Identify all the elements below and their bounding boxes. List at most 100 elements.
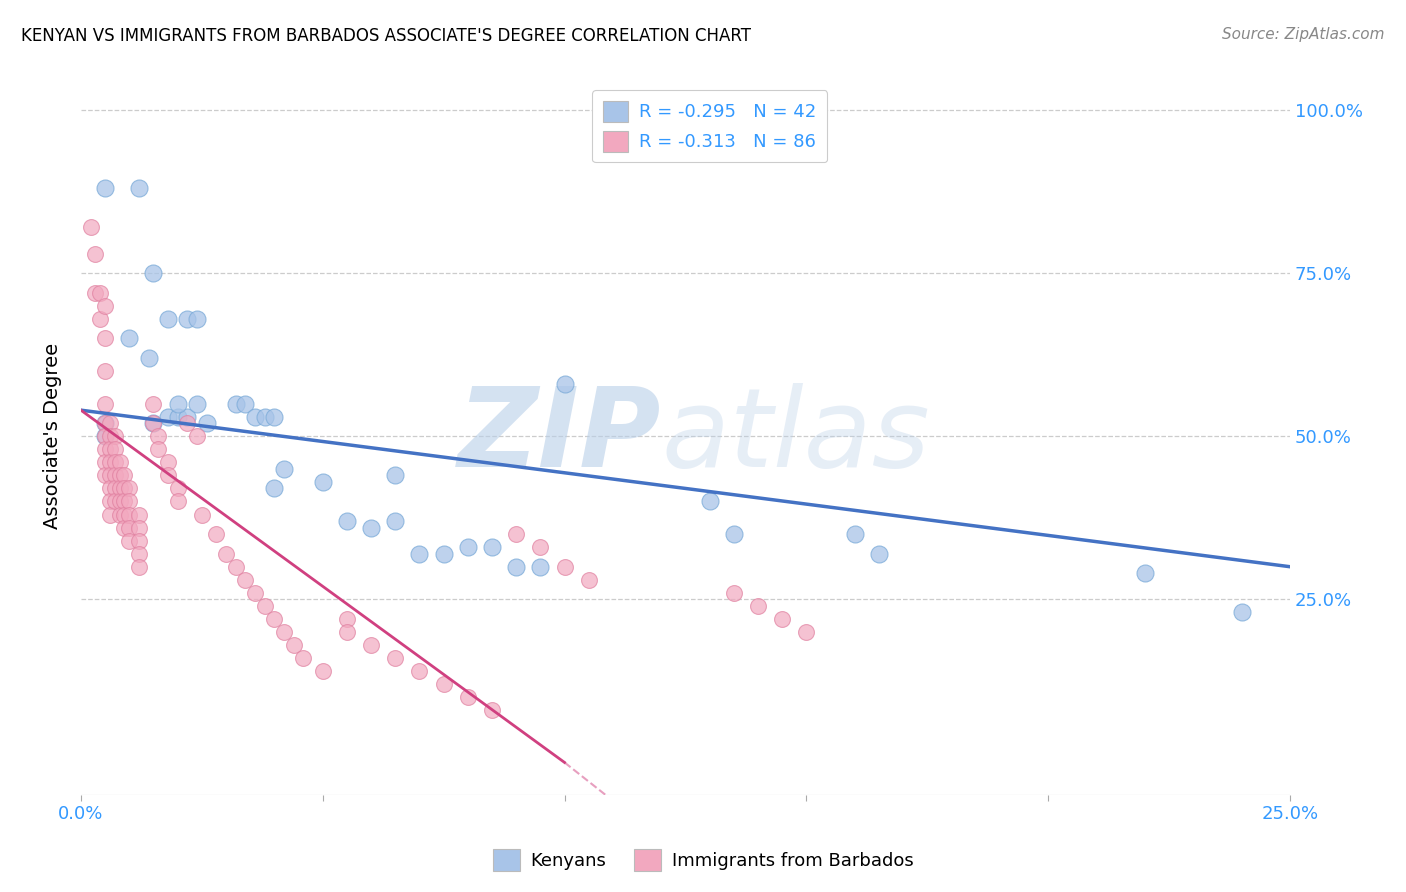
Point <box>336 624 359 639</box>
Point <box>505 527 527 541</box>
Point <box>723 586 745 600</box>
Point <box>112 482 135 496</box>
Point <box>723 527 745 541</box>
Point <box>118 331 141 345</box>
Point <box>578 573 600 587</box>
Point <box>844 527 866 541</box>
Point <box>205 527 228 541</box>
Point <box>128 181 150 195</box>
Point <box>98 508 121 522</box>
Point <box>142 416 165 430</box>
Point <box>94 468 117 483</box>
Point <box>138 351 160 365</box>
Point <box>104 482 127 496</box>
Point <box>94 181 117 195</box>
Point <box>128 520 150 534</box>
Point <box>336 612 359 626</box>
Point <box>112 468 135 483</box>
Point <box>118 508 141 522</box>
Point <box>770 612 793 626</box>
Point <box>457 540 479 554</box>
Point <box>1133 566 1156 581</box>
Point <box>433 677 456 691</box>
Point <box>94 364 117 378</box>
Legend: Kenyans, Immigrants from Barbados: Kenyans, Immigrants from Barbados <box>485 842 921 879</box>
Point <box>360 638 382 652</box>
Point <box>108 494 131 508</box>
Point <box>283 638 305 652</box>
Point <box>243 586 266 600</box>
Y-axis label: Associate's Degree: Associate's Degree <box>44 343 62 529</box>
Point <box>166 409 188 424</box>
Point <box>384 468 406 483</box>
Point <box>108 508 131 522</box>
Point <box>384 514 406 528</box>
Point <box>505 559 527 574</box>
Point <box>554 559 576 574</box>
Point <box>98 494 121 508</box>
Text: atlas: atlas <box>661 383 929 490</box>
Point <box>176 311 198 326</box>
Point <box>263 612 285 626</box>
Point <box>166 397 188 411</box>
Point <box>94 331 117 345</box>
Point <box>112 494 135 508</box>
Point <box>253 599 276 613</box>
Point <box>128 559 150 574</box>
Point <box>104 468 127 483</box>
Point <box>118 494 141 508</box>
Text: Source: ZipAtlas.com: Source: ZipAtlas.com <box>1222 27 1385 42</box>
Point <box>747 599 769 613</box>
Point <box>868 547 890 561</box>
Point <box>481 703 503 717</box>
Point <box>104 494 127 508</box>
Point <box>225 397 247 411</box>
Text: ZIP: ZIP <box>458 383 661 490</box>
Point <box>112 508 135 522</box>
Point <box>128 547 150 561</box>
Point <box>796 624 818 639</box>
Point <box>408 664 430 678</box>
Point <box>128 533 150 548</box>
Point <box>481 540 503 554</box>
Point <box>118 533 141 548</box>
Point <box>408 547 430 561</box>
Point <box>108 455 131 469</box>
Point <box>529 559 551 574</box>
Point <box>191 508 214 522</box>
Point <box>108 482 131 496</box>
Point <box>156 409 179 424</box>
Point <box>433 547 456 561</box>
Point <box>263 482 285 496</box>
Point <box>263 409 285 424</box>
Point <box>104 429 127 443</box>
Point <box>529 540 551 554</box>
Point <box>94 416 117 430</box>
Point <box>233 573 256 587</box>
Point <box>457 690 479 705</box>
Point <box>195 416 218 430</box>
Point <box>98 442 121 457</box>
Point <box>128 508 150 522</box>
Point <box>186 397 208 411</box>
Point <box>98 482 121 496</box>
Point <box>104 442 127 457</box>
Point <box>142 266 165 280</box>
Point <box>292 651 315 665</box>
Point <box>1230 606 1253 620</box>
Point <box>89 285 111 300</box>
Point <box>118 482 141 496</box>
Point <box>243 409 266 424</box>
Point <box>156 468 179 483</box>
Point <box>142 416 165 430</box>
Point <box>108 468 131 483</box>
Point <box>699 494 721 508</box>
Point <box>89 311 111 326</box>
Point <box>142 397 165 411</box>
Point <box>215 547 238 561</box>
Point <box>312 475 335 489</box>
Point <box>312 664 335 678</box>
Point <box>176 416 198 430</box>
Point <box>104 455 127 469</box>
Point <box>79 220 101 235</box>
